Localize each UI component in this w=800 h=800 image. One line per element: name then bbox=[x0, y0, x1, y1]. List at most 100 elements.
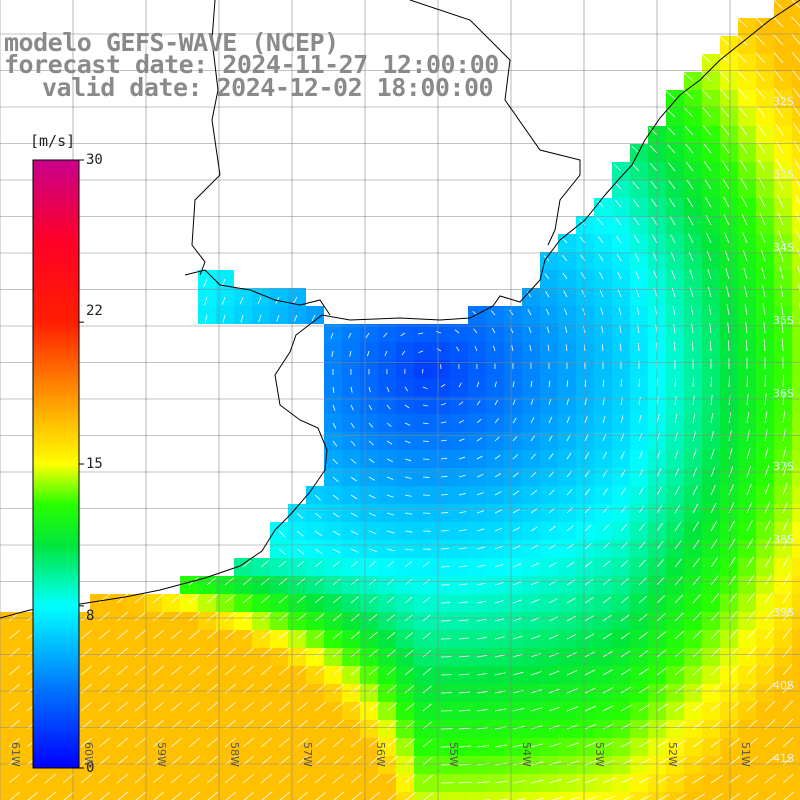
wind-arrow bbox=[602, 632, 613, 640]
wind-arrow bbox=[620, 650, 631, 658]
wind-arrow bbox=[656, 703, 668, 712]
wind-arrow bbox=[314, 613, 325, 622]
wind-arrow bbox=[636, 306, 640, 316]
wind-arrow bbox=[458, 655, 470, 658]
wind-arrow bbox=[782, 500, 789, 514]
wind-arrow bbox=[512, 472, 519, 478]
wind-arrow bbox=[726, 304, 730, 316]
lon-label: 51W bbox=[739, 742, 752, 767]
wind-arrow bbox=[773, 34, 784, 46]
wind-arrow bbox=[710, 683, 722, 694]
wind-arrow bbox=[260, 612, 272, 622]
wind-arrow bbox=[701, 71, 712, 82]
wind-arrow bbox=[224, 665, 237, 676]
wind-arrow bbox=[242, 612, 254, 622]
wind-cell bbox=[792, 432, 800, 450]
wind-arrow bbox=[721, 142, 730, 154]
wind-arrow bbox=[764, 411, 768, 424]
wind-arrow bbox=[239, 296, 244, 305]
wind-arrow bbox=[631, 145, 640, 154]
wind-arrow bbox=[692, 630, 703, 640]
wind-arrow bbox=[278, 773, 291, 784]
wind-arrow bbox=[581, 290, 586, 298]
wind-arrow bbox=[602, 687, 614, 694]
wind-arrow bbox=[656, 721, 669, 730]
wind-arrow bbox=[440, 457, 448, 460]
wind-arrow bbox=[672, 305, 676, 316]
wind-arrow bbox=[692, 684, 704, 694]
wind-arrow bbox=[332, 578, 341, 586]
wind-cell bbox=[378, 792, 396, 800]
wind-arrow bbox=[476, 473, 484, 478]
wind-arrow bbox=[746, 465, 752, 478]
wind-arrow bbox=[668, 180, 676, 190]
wind-arrow bbox=[782, 737, 794, 748]
wind-arrow bbox=[710, 647, 721, 658]
wind-arrow bbox=[530, 526, 539, 532]
wind-arrow bbox=[794, 176, 800, 188]
wind-arrow bbox=[476, 654, 488, 658]
wind-arrow bbox=[692, 575, 701, 586]
wind-arrow bbox=[386, 773, 399, 784]
wind-arrow bbox=[278, 629, 290, 640]
wind-arrow bbox=[602, 542, 610, 550]
wind-arrow bbox=[386, 684, 397, 694]
wind-arrow bbox=[656, 739, 669, 748]
wind-arrow bbox=[422, 561, 430, 568]
wind-arrow bbox=[719, 71, 730, 82]
wind-arrow bbox=[746, 447, 751, 460]
wind-arrow bbox=[440, 530, 449, 532]
wind-arrow bbox=[584, 705, 596, 712]
wind-arrow bbox=[656, 577, 665, 586]
wind-arrow bbox=[170, 647, 183, 658]
wind-arrow bbox=[764, 465, 770, 478]
wind-arrow bbox=[188, 701, 201, 712]
wind-arrow bbox=[260, 701, 273, 712]
wind-arrow bbox=[80, 755, 93, 766]
wind-cell bbox=[792, 360, 800, 378]
wind-arrow bbox=[584, 741, 597, 748]
wind-arrow bbox=[458, 474, 466, 478]
wind-arrow bbox=[674, 594, 684, 604]
wind-arrow bbox=[791, 34, 800, 45]
wind-arrow bbox=[188, 683, 201, 694]
wind-arrow bbox=[512, 545, 521, 550]
wind-arrow bbox=[563, 290, 568, 298]
wind-arrow bbox=[296, 737, 309, 748]
wind-arrow bbox=[116, 629, 129, 640]
wind-arrow bbox=[566, 724, 579, 730]
wind-arrow bbox=[635, 271, 640, 280]
wind-arrow bbox=[632, 181, 640, 190]
wind-arrow bbox=[368, 561, 376, 568]
wind-arrow bbox=[260, 629, 273, 640]
wind-arrow bbox=[776, 177, 784, 190]
wind-arrow bbox=[782, 591, 791, 604]
wind-arrow bbox=[404, 773, 416, 784]
wind-arrow bbox=[278, 560, 287, 568]
wind-arrow bbox=[656, 468, 662, 478]
wind-arrow bbox=[638, 722, 651, 730]
wind-arrow bbox=[435, 331, 442, 334]
wind-arrow bbox=[404, 649, 414, 658]
wind-arrow bbox=[528, 327, 532, 334]
wind-arrow bbox=[548, 779, 562, 784]
wind-arrow bbox=[476, 691, 488, 694]
wind-arrow bbox=[530, 653, 541, 658]
wind-arrow bbox=[404, 738, 416, 748]
wind-arrow bbox=[116, 593, 129, 604]
wind-arrow bbox=[720, 106, 730, 118]
wind-arrow bbox=[710, 539, 718, 550]
country-border-uruguay bbox=[409, 0, 581, 246]
wind-arrow bbox=[584, 470, 590, 478]
wind-arrow bbox=[763, 321, 766, 334]
wind-arrow bbox=[404, 422, 411, 426]
wind-arrow bbox=[260, 665, 273, 676]
wind-arrow bbox=[98, 683, 111, 694]
wind-arrow bbox=[476, 600, 487, 604]
wind-arrow bbox=[242, 629, 255, 640]
wind-arrow bbox=[476, 418, 482, 424]
wind-arrow bbox=[656, 504, 663, 514]
wind-arrow bbox=[728, 610, 738, 622]
wind-arrow bbox=[476, 582, 486, 586]
